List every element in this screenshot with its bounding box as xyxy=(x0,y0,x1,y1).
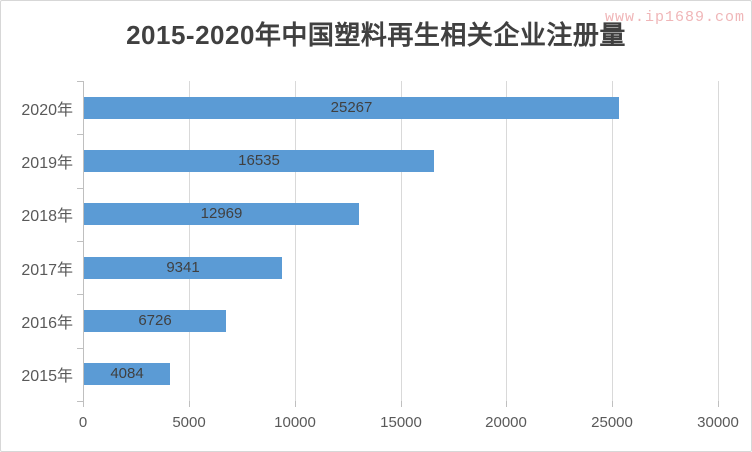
vertical-gridline xyxy=(401,81,402,401)
y-axis-label: 2016年 xyxy=(21,315,73,332)
y-axis-label: 2017年 xyxy=(21,262,73,279)
y-axis-tick xyxy=(77,294,83,295)
x-axis-label: 20000 xyxy=(485,414,527,431)
x-axis-label: 5000 xyxy=(172,414,206,431)
bar: 12969 xyxy=(84,203,359,225)
y-axis-label: 2019年 xyxy=(21,155,73,172)
bar: 4084 xyxy=(84,363,170,385)
chart-title: 2015-2020年中国塑料再生相关企业注册量 xyxy=(126,20,626,50)
y-axis-tick xyxy=(77,241,83,242)
bar: 25267 xyxy=(84,97,619,119)
bar-value-label: 16535 xyxy=(238,152,280,170)
x-axis-tick xyxy=(612,401,613,407)
y-axis-label: 2015年 xyxy=(21,368,73,385)
x-axis-tick xyxy=(401,401,402,407)
bar-value-label: 4084 xyxy=(110,365,144,383)
y-axis-tick xyxy=(77,401,83,402)
x-axis-tick xyxy=(295,401,296,407)
x-axis-tick xyxy=(189,401,190,407)
watermark: www.ip1689.com xyxy=(604,9,745,26)
vertical-gridline xyxy=(612,81,613,401)
bar: 9341 xyxy=(84,257,282,279)
x-axis-tick xyxy=(83,401,84,407)
bar: 6726 xyxy=(84,310,226,332)
bar-value-label: 12969 xyxy=(200,205,243,223)
y-axis-tick xyxy=(77,188,83,189)
x-axis-tick xyxy=(506,401,507,407)
x-axis-label: 10000 xyxy=(274,414,316,431)
y-axis-tick xyxy=(77,348,83,349)
x-axis-tick xyxy=(718,401,719,407)
y-axis-label: 2018年 xyxy=(21,208,73,225)
vertical-gridline xyxy=(189,81,190,401)
y-axis-label: 2020年 xyxy=(21,102,73,119)
x-axis-label: 30000 xyxy=(697,414,739,431)
y-axis-line xyxy=(83,81,84,401)
x-axis-label: 0 xyxy=(78,414,88,431)
plot-area: 25267 16535 12969 9341 6726 4084 2020年 2019年 20… xyxy=(21,81,739,431)
bar-value-label: 25267 xyxy=(330,99,373,117)
vertical-gridline xyxy=(506,81,507,401)
bar-value-label: 9341 xyxy=(166,259,200,277)
y-axis-tick xyxy=(77,81,83,82)
vertical-gridline xyxy=(295,81,296,401)
x-axis-label: 15000 xyxy=(380,414,422,431)
x-axis-label: 25000 xyxy=(591,414,633,431)
vertical-gridline xyxy=(718,81,719,401)
bar-value-label: 6726 xyxy=(138,312,172,330)
y-axis-tick xyxy=(77,134,83,135)
bar: 16535 xyxy=(84,150,434,172)
